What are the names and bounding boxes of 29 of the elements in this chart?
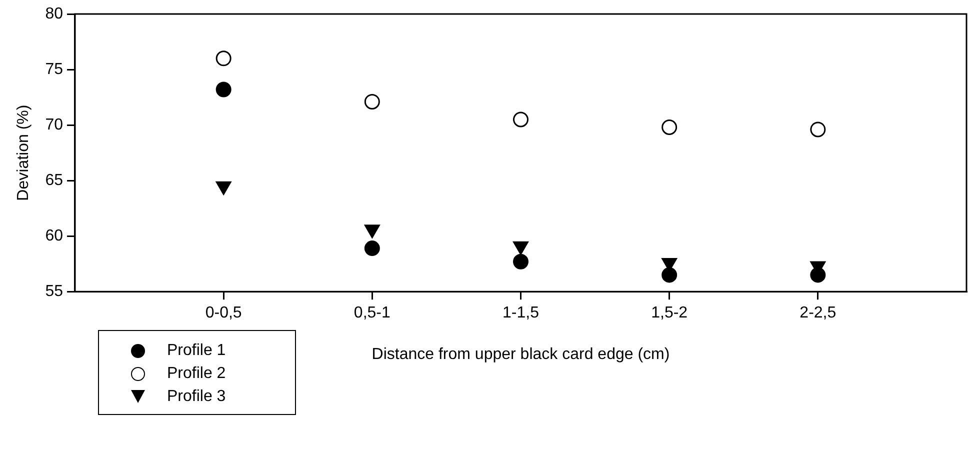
point [513, 254, 528, 270]
point [810, 122, 826, 138]
point [216, 181, 232, 195]
y-tick-label: 55 [45, 283, 64, 300]
point [810, 267, 826, 283]
y-tick-label: 75 [45, 60, 64, 78]
point [662, 120, 678, 136]
point [513, 241, 528, 255]
x-tick-label: 1-1,5 [502, 304, 540, 322]
point [364, 94, 380, 110]
point [364, 240, 380, 256]
y-tick-label: 70 [45, 116, 64, 134]
x-tick-label: 0-0,5 [205, 304, 242, 322]
legend-label: Profile 3 [167, 388, 226, 406]
y-tick-label: 60 [45, 227, 64, 244]
x-tick-label: 0,5-1 [354, 304, 390, 322]
point [364, 224, 380, 238]
y-axis-title: Deviation (%) [15, 104, 32, 201]
point [662, 267, 678, 283]
point [216, 50, 232, 66]
x-tick-label: 2-2,5 [800, 304, 836, 322]
y-tick-label: 80 [45, 5, 64, 22]
point [216, 82, 232, 98]
x-axis-title: Distance from upper black card edge (cm) [372, 346, 670, 363]
x-tick-label: 1,5-2 [651, 304, 688, 322]
y-tick-label: 65 [45, 172, 64, 189]
legend-label: Profile 2 [167, 364, 226, 382]
legend-label: Profile 1 [167, 342, 226, 360]
point [513, 112, 528, 128]
